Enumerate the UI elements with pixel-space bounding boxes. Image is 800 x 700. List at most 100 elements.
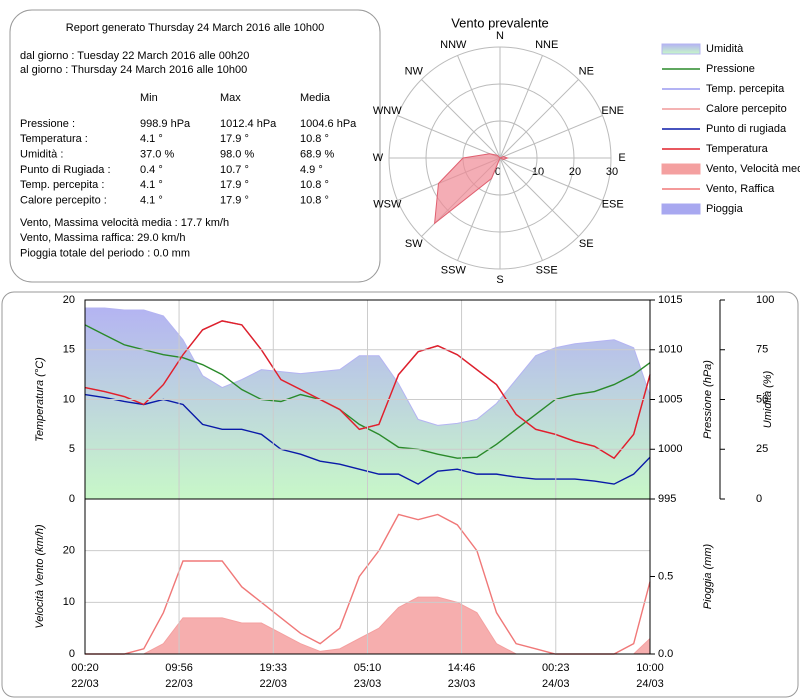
legend-label: Temperatura <box>706 143 769 155</box>
y2-tick-label: 995 <box>658 493 676 505</box>
legend-swatch <box>661 163 701 175</box>
rose-spoke <box>397 115 501 159</box>
y-tick-label: 0 <box>69 493 75 505</box>
y-tick-label: 10 <box>63 596 75 608</box>
rose-direction: SE <box>579 238 594 250</box>
rose-direction: SW <box>405 238 423 250</box>
stat-value: 17.9 ° <box>220 133 249 145</box>
legend-label: Umidità <box>706 43 744 55</box>
stat-value: 10.8 ° <box>300 179 329 191</box>
rose-spoke <box>499 157 579 237</box>
stat-value: 4.1 ° <box>140 194 163 206</box>
plot-border <box>84 498 651 655</box>
stat-value: 1004.6 hPa <box>300 118 357 130</box>
stat-label: Pressione : <box>20 118 75 130</box>
x-tick-date: 24/03 <box>636 678 664 690</box>
x-tick-label: 00:23 <box>542 662 570 674</box>
report-title: Report generato Thursday 24 March 2016 a… <box>66 22 324 34</box>
x-tick-label: 19:33 <box>260 662 288 674</box>
y3-tick-label: 25 <box>756 443 768 455</box>
rose-direction: WNW <box>373 105 402 117</box>
rose-direction: E <box>618 152 625 164</box>
x-tick-date: 23/03 <box>354 678 382 690</box>
y2-axis-label: Pioggia (mm) <box>702 543 714 609</box>
y3-tick-label: 100 <box>756 294 774 306</box>
rose-direction: SSE <box>536 265 558 277</box>
stat-value: 37.0 % <box>140 149 174 161</box>
x-tick-date: 22/03 <box>71 678 99 690</box>
stat-value: 17.9 ° <box>220 194 249 206</box>
y-tick-label: 15 <box>63 344 75 356</box>
x-tick-label: 09:56 <box>165 662 193 674</box>
rose-direction: ESE <box>602 199 624 211</box>
x-tick-label: 00:20 <box>71 662 99 674</box>
rose-direction: SSW <box>441 265 467 277</box>
rose-spoke <box>499 55 543 159</box>
rose-spoke <box>421 79 501 159</box>
legend-swatch <box>661 43 701 55</box>
rose-direction: N <box>496 30 504 42</box>
report-note: Pioggia totale del periodo : 0.0 mm <box>20 248 190 260</box>
stat-label: Punto di Rugiada : <box>20 164 111 176</box>
legend-label: Vento, Velocità media <box>706 163 800 175</box>
legend-label: Vento, Raffica <box>706 183 775 195</box>
x-tick-date: 24/03 <box>542 678 570 690</box>
stat-value: 1012.4 hPa <box>220 118 277 130</box>
legend-label: Calore percepito <box>706 103 787 115</box>
line <box>84 324 651 459</box>
y-axis-label: Velocità Vento (km/h) <box>34 524 46 629</box>
stat-label: Calore percepito : <box>20 194 107 206</box>
rose-direction: S <box>496 274 503 286</box>
rose-tick-label: 30 <box>606 166 618 178</box>
y2-tick-label: 1015 <box>658 294 682 306</box>
y3-tick-label: 0 <box>756 493 762 505</box>
column-header: Media <box>300 92 331 104</box>
y3-tick-label: 50 <box>756 393 768 405</box>
rose-direction: NNE <box>535 39 558 51</box>
legend-label: Pressione <box>706 63 755 75</box>
y2-tick-label: 1010 <box>658 344 682 356</box>
x-tick-date: 23/03 <box>448 678 476 690</box>
stat-label: Temp. percepita : <box>20 179 104 191</box>
rose-spoke <box>499 79 579 159</box>
stat-value: 10.8 ° <box>300 194 329 206</box>
rose-direction: NNW <box>440 39 467 51</box>
stat-value: 4.1 ° <box>140 179 163 191</box>
stat-value: 4.9 ° <box>300 164 323 176</box>
report-box <box>9 9 381 283</box>
y-tick-label: 0 <box>69 648 75 660</box>
stat-value: 68.9 % <box>300 149 334 161</box>
report-note: Vento, Massima raffica: 29.0 km/h <box>20 232 185 244</box>
y-tick-label: 5 <box>69 443 75 455</box>
rose-direction: ENE <box>601 105 624 117</box>
x-tick-label: 14:46 <box>448 662 476 674</box>
stat-value: 17.9 ° <box>220 179 249 191</box>
stat-value: 4.1 ° <box>140 133 163 145</box>
y-tick-label: 10 <box>63 393 75 405</box>
y2-tick-label: 0.0 <box>658 648 673 660</box>
x-tick-date: 22/03 <box>260 678 288 690</box>
x-tick-label: 10:00 <box>636 662 664 674</box>
column-header: Min <box>140 92 158 104</box>
x-tick-label: 05:10 <box>354 662 382 674</box>
rose-spoke <box>499 115 603 159</box>
stat-value: 10.7 ° <box>220 164 249 176</box>
rose-tick-label: 0 <box>495 166 501 178</box>
rose-area <box>433 153 509 225</box>
rose-spoke <box>499 157 543 261</box>
legend-label: Temp. percepita <box>706 83 785 95</box>
report-to: al giorno : Thursday 24 March 2016 alle … <box>20 64 247 76</box>
stat-label: Umidità : <box>20 149 63 161</box>
y2-tick-label: 0.5 <box>658 570 673 582</box>
x-tick-date: 22/03 <box>165 678 193 690</box>
report-from: dal giorno : Tuesday 22 March 2016 alle … <box>20 50 249 62</box>
rose-title: Vento prevalente <box>451 15 549 30</box>
legend-label: Punto di rugiada <box>706 123 787 135</box>
line <box>84 393 651 485</box>
rose-direction: NW <box>405 66 424 78</box>
rose-spoke <box>457 55 501 159</box>
stat-value: 98.0 % <box>220 149 254 161</box>
column-header: Max <box>220 92 241 104</box>
y2-tick-label: 1005 <box>658 393 682 405</box>
